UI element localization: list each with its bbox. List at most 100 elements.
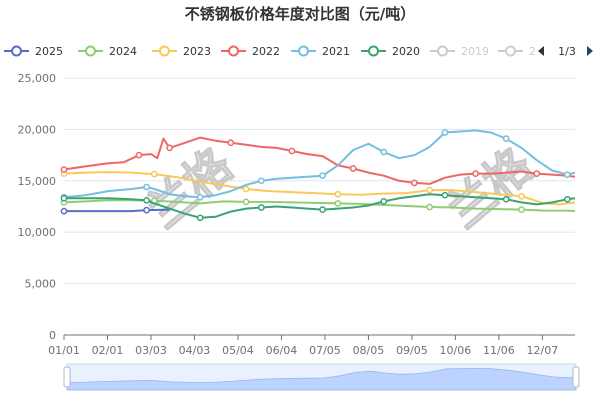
legend-marker <box>228 45 239 57</box>
data-point-2022[interactable] <box>533 170 541 177</box>
triangle-left-icon[interactable] <box>538 46 544 56</box>
data-point-2023[interactable] <box>150 170 158 178</box>
legend-item-2023[interactable]: 2023 <box>152 45 211 58</box>
series-lines <box>60 129 576 222</box>
x-tick-label: 06/04 <box>266 344 298 357</box>
data-point-2022[interactable] <box>227 139 235 147</box>
x-tick-label: 07/05 <box>309 344 341 357</box>
data-point-2021[interactable] <box>319 172 326 180</box>
data-point-2020[interactable] <box>564 195 571 203</box>
data-point-2024[interactable] <box>518 206 525 213</box>
data-point-2022[interactable] <box>60 166 68 173</box>
data-point-2020[interactable] <box>319 206 326 213</box>
legend-marker <box>505 45 516 57</box>
data-point-2024[interactable] <box>426 203 434 211</box>
data-point-2022[interactable] <box>288 147 296 155</box>
x-tick-label: 12/07 <box>527 344 559 357</box>
triangle-right-icon[interactable] <box>587 46 593 56</box>
watermarks: 兰格 兰格 <box>136 136 543 239</box>
data-point-2020[interactable] <box>258 204 265 211</box>
x-axis: 01/01 02/01 03/03 04/03 05/04 06/04 07/05 08/05… <box>48 335 558 357</box>
data-point-2021[interactable] <box>196 193 204 201</box>
legend-label: 2020 <box>392 45 420 58</box>
zoom-handle[interactable] <box>63 366 71 388</box>
data-point-2025[interactable] <box>60 207 68 215</box>
y-tick-label: 20,000 <box>18 123 57 136</box>
x-tick-label: 09/05 <box>396 344 428 357</box>
data-point-2021[interactable] <box>380 148 388 156</box>
data-point-2022[interactable] <box>411 179 418 187</box>
legend-label: 2022 <box>252 45 280 58</box>
data-point-2021[interactable] <box>441 129 449 136</box>
x-tick-label: 01/01 <box>48 344 80 357</box>
zoom-selection[interactable] <box>67 364 576 390</box>
y-tick-label: 15,000 <box>18 175 57 188</box>
data-point-2024[interactable] <box>334 200 342 207</box>
legend-label: 2024 <box>109 45 137 58</box>
legend-item-2025[interactable]: 2025 <box>4 45 63 58</box>
legend-label: 2025 <box>35 45 63 58</box>
legend-label: 2019 <box>461 45 489 58</box>
series-line-2023 <box>63 171 576 206</box>
x-tick-label: 02/01 <box>92 344 124 357</box>
legend-page-indicator: 1/3 <box>558 45 576 58</box>
series-line-2024 <box>63 199 576 213</box>
data-point-2022[interactable] <box>472 170 479 177</box>
legend-item-2022[interactable]: 2022 <box>221 45 280 58</box>
data-point-2023[interactable] <box>426 186 434 194</box>
series-line-2021 <box>63 129 576 199</box>
data-point-2020[interactable] <box>60 194 68 202</box>
data-point-2025[interactable] <box>143 206 150 214</box>
data-point-2023[interactable] <box>518 192 525 200</box>
legend-item-2024[interactable]: 2024 <box>78 45 137 58</box>
data-point-2021[interactable] <box>143 183 150 191</box>
data-point-2024[interactable] <box>242 198 250 206</box>
chart-title: 不锈钢板价格年度对比图（元/吨） <box>185 5 415 23</box>
y-tick-label: 5,000 <box>25 278 57 291</box>
y-tick-label: 25,000 <box>18 72 57 85</box>
legend-item-2[interactable]: 2 <box>498 45 536 58</box>
data-point-2021[interactable] <box>502 135 510 143</box>
x-tick-label: 10/06 <box>440 344 472 357</box>
data-point-2022[interactable] <box>349 165 357 172</box>
legend-item-2021[interactable]: 2021 <box>291 45 350 58</box>
legend-label: 2023 <box>183 45 211 58</box>
legend-marker <box>85 45 96 57</box>
legend-marker <box>298 45 309 57</box>
legend-label: 2021 <box>322 45 350 58</box>
data-point-2023[interactable] <box>334 190 342 198</box>
x-tick-label: 08/05 <box>353 344 385 357</box>
series-line-2022 <box>63 136 576 185</box>
x-tick-label: 03/03 <box>135 344 167 357</box>
data-point-2021[interactable] <box>564 171 571 178</box>
data-point-2020[interactable] <box>143 196 150 204</box>
legend-item-2019[interactable]: 2019 <box>430 45 489 58</box>
zoom-handle[interactable] <box>572 366 580 388</box>
zoom-preview-area <box>66 367 577 391</box>
x-tick-label: 11/06 <box>483 344 515 357</box>
legend[interactable]: 2025 2024 2023 2022 2021 2020 2019 2 1/3 <box>4 45 593 58</box>
legend-marker <box>11 45 22 57</box>
data-point-2022[interactable] <box>166 144 173 152</box>
legend-marker <box>368 45 379 57</box>
legend-marker <box>437 45 448 57</box>
data-point-2020[interactable] <box>441 191 449 199</box>
series-line-2020 <box>64 193 576 219</box>
y-tick-label: 10,000 <box>18 226 57 239</box>
data-zoom-slider[interactable] <box>63 363 580 391</box>
legend-marker <box>159 45 170 57</box>
data-point-2022[interactable] <box>135 151 143 159</box>
grid-lines <box>64 77 575 336</box>
series-line-2025 <box>64 208 170 213</box>
watermark-text: 兰格 <box>137 137 243 238</box>
data-point-2023[interactable] <box>242 185 250 193</box>
data-point-2020[interactable] <box>380 198 388 205</box>
data-point-2020[interactable] <box>502 195 510 203</box>
x-tick-label: 05/04 <box>222 344 254 357</box>
data-point-2020[interactable] <box>196 214 204 222</box>
x-tick-label: 04/03 <box>179 344 211 357</box>
y-axis: 0 5,000 10,000 15,000 20,000 25,000 <box>18 72 57 342</box>
legend-item-2020[interactable]: 2020 <box>361 45 420 58</box>
data-point-2021[interactable] <box>258 177 265 185</box>
